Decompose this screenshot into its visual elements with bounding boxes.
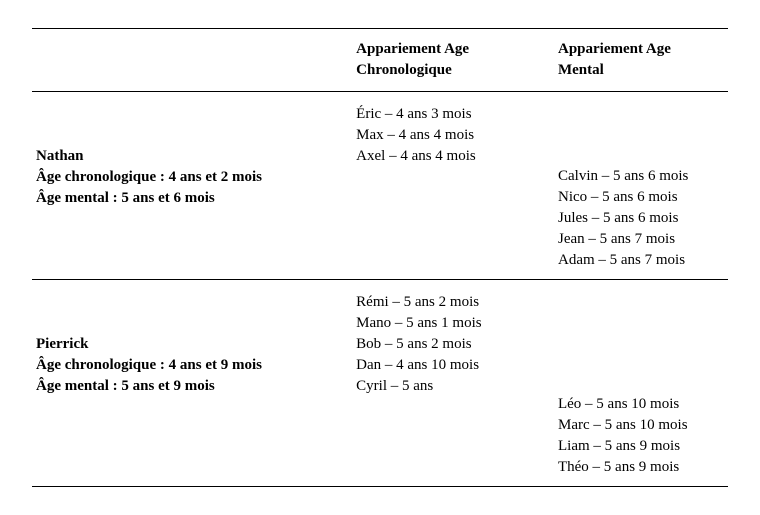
header-mental: Appariement Age Mental xyxy=(554,29,728,92)
subject-age-mental: Âge mental : 5 ans et 6 mois xyxy=(36,188,344,209)
table-header-row: Appariement Age Chronologique Appariemen… xyxy=(32,29,728,92)
subject-row-pierrick: Pierrick Âge chronologique : 4 ans et 9 … xyxy=(32,280,728,487)
header-blank xyxy=(32,29,352,92)
subject-cell: Pierrick Âge chronologique : 4 ans et 9 … xyxy=(32,280,352,487)
mental-match: Nico – 5 ans 6 mois xyxy=(558,187,720,208)
mental-match: Théo – 5 ans 9 mois xyxy=(558,457,720,478)
mental-match: Calvin – 5 ans 6 mois xyxy=(558,166,720,187)
matching-table: Appariement Age Chronologique Appariemen… xyxy=(32,28,728,487)
mental-match: Liam – 5 ans 9 mois xyxy=(558,436,720,457)
chrono-match: Dan – 4 ans 10 mois xyxy=(356,355,546,376)
subject-name: Pierrick xyxy=(36,334,344,355)
subject-cell: Nathan Âge chronologique : 4 ans et 2 mo… xyxy=(32,92,352,280)
chrono-match: Rémi – 5 ans 2 mois xyxy=(356,292,546,313)
subject-age-chrono: Âge chronologique : 4 ans et 2 mois xyxy=(36,167,344,188)
subject-age-chrono: Âge chronologique : 4 ans et 9 mois xyxy=(36,355,344,376)
mental-match: Jean – 5 ans 7 mois xyxy=(558,229,720,250)
mental-cell: Léo – 5 ans 10 mois Marc – 5 ans 10 mois… xyxy=(554,280,728,487)
subject-row-nathan: Nathan Âge chronologique : 4 ans et 2 mo… xyxy=(32,92,728,280)
mental-match: Marc – 5 ans 10 mois xyxy=(558,415,720,436)
chrono-match: Mano – 5 ans 1 mois xyxy=(356,313,546,334)
chrono-cell: Éric – 4 ans 3 mois Max – 4 ans 4 mois A… xyxy=(352,92,554,280)
mental-cell: Calvin – 5 ans 6 mois Nico – 5 ans 6 moi… xyxy=(554,92,728,280)
mental-match: Adam – 5 ans 7 mois xyxy=(558,250,720,271)
subject-age-mental: Âge mental : 5 ans et 9 mois xyxy=(36,376,344,397)
chrono-match: Cyril – 5 ans xyxy=(356,376,546,397)
mental-match: Jules – 5 ans 6 mois xyxy=(558,208,720,229)
subject-name: Nathan xyxy=(36,146,344,167)
chrono-match: Axel – 4 ans 4 mois xyxy=(356,146,546,167)
chrono-match: Éric – 4 ans 3 mois xyxy=(356,104,546,125)
chrono-match: Bob – 5 ans 2 mois xyxy=(356,334,546,355)
header-chrono: Appariement Age Chronologique xyxy=(352,29,554,92)
mental-match: Léo – 5 ans 10 mois xyxy=(558,394,720,415)
chrono-match: Max – 4 ans 4 mois xyxy=(356,125,546,146)
chrono-cell: Rémi – 5 ans 2 mois Mano – 5 ans 1 mois … xyxy=(352,280,554,487)
